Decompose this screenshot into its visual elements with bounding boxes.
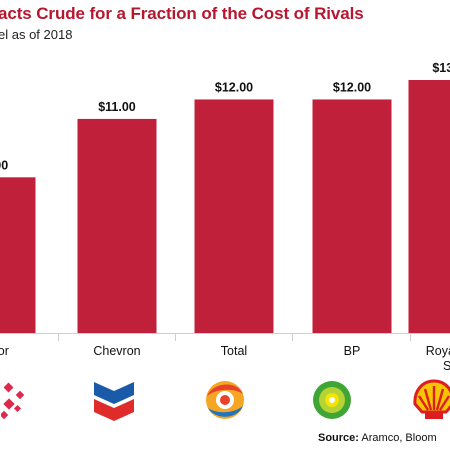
category-label: Total [221, 344, 247, 358]
category-label: uinor [0, 344, 9, 358]
bar [194, 99, 274, 333]
source-note: Source: Aramco, Bloom [318, 432, 437, 444]
bar [408, 80, 450, 333]
shell-logo-icon [413, 379, 450, 419]
bar-value-label: 8.00 [0, 158, 8, 172]
chart-title: acts Crude for a Fraction of the Cost of… [0, 4, 364, 23]
total-logo-icon [206, 381, 244, 419]
category-label: Chevron [93, 344, 140, 358]
bar-value-label: $13.0 [432, 61, 450, 75]
equinor-logo-icon [1, 382, 25, 420]
chart-subtitle: el as of 2018 [0, 27, 73, 42]
chevron-logo-icon [94, 382, 134, 421]
category-label: Royal D [426, 344, 450, 358]
category-label-line2: She [443, 359, 450, 373]
bar-value-label: $12.00 [215, 80, 253, 94]
bar [312, 99, 392, 333]
bp-logo-icon [313, 381, 351, 419]
bar-value-label: $12.00 [333, 80, 371, 94]
bar [77, 118, 157, 333]
source-text: Aramco, Bloom [361, 432, 437, 444]
source-label: Source: [318, 432, 359, 444]
category-label: BP [344, 344, 361, 358]
bar [0, 177, 36, 333]
bar-value-label: $11.00 [98, 100, 136, 114]
